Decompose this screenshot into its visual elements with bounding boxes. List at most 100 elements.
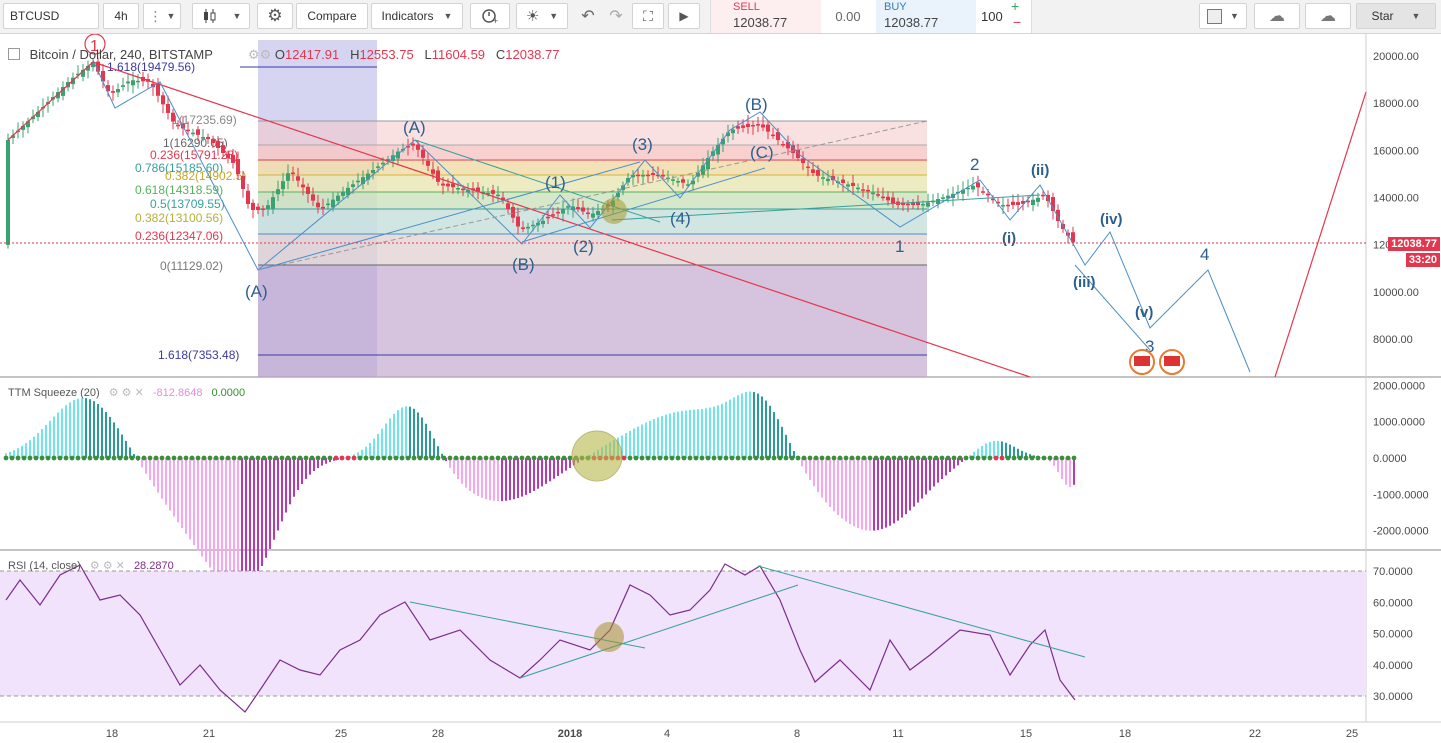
event-flags[interactable] — [1129, 349, 1185, 375]
ttm-dot — [795, 455, 801, 461]
candle-body — [396, 151, 400, 159]
ttm-dot — [147, 455, 153, 461]
wave-label: (C) — [750, 143, 774, 162]
ttm-dot — [915, 455, 921, 461]
chart-area[interactable]: 1.618(19479.56) 1(17235.69) 1(16290.05) … — [0, 34, 1441, 743]
candle-body — [156, 83, 160, 96]
open-label: O — [274, 47, 285, 62]
cloud-load-icon: ☁ — [1269, 8, 1285, 25]
ttm-dot — [351, 455, 357, 461]
ttm-dot — [447, 455, 453, 461]
symbol-search-input[interactable]: BTCUSD — [3, 3, 99, 29]
ttm-dot — [399, 455, 405, 461]
redo-button[interactable]: ↷ — [602, 3, 630, 29]
settings-button[interactable]: ⚙ — [257, 3, 293, 29]
candle-body — [941, 197, 945, 199]
quantity-field[interactable]: 100 — [981, 9, 1003, 24]
price-tick-label: 20000.00 — [1373, 51, 1419, 63]
ttm-dot — [363, 455, 369, 461]
candle-body — [716, 145, 720, 155]
ttm-dot — [981, 455, 987, 461]
load-layout-button[interactable]: ☁ — [1254, 3, 1300, 29]
compare-label: Compare — [307, 9, 357, 23]
interval-select[interactable]: 4h — [103, 3, 139, 29]
ttm-dot — [69, 455, 75, 461]
alert-button[interactable]: + — [470, 3, 510, 29]
candle-body — [226, 153, 230, 158]
compare-button[interactable]: Compare — [296, 3, 368, 29]
candle-body — [831, 176, 835, 181]
ttm-dot — [441, 455, 447, 461]
idea-icon: ☀ — [525, 8, 540, 25]
ttm-dot — [231, 455, 237, 461]
candle-body — [216, 140, 220, 148]
rsi-legend: RSI (14, close) ⚙ ⚙ ✕ 28.2870 — [8, 559, 174, 572]
ttm-dot — [333, 455, 339, 461]
candle-body — [116, 89, 120, 93]
candle-body — [296, 176, 300, 181]
chevron-down-icon: ▼ — [443, 11, 453, 21]
candle-body — [6, 140, 10, 245]
collapse-icon[interactable] — [8, 48, 20, 60]
candle-body — [911, 202, 915, 205]
sell-button[interactable]: SELL 12038.77 — [711, 0, 821, 33]
high-value: 12553.75 — [359, 47, 414, 62]
candle-body — [161, 95, 165, 105]
indicator-settings-icon[interactable]: ⚙ ⚙ ✕ — [108, 387, 144, 399]
ttm-axis[interactable]: 2000.0000 1000.0000 0.0000 -1000.0000 -2000.… — [1373, 380, 1429, 537]
chart-type-button[interactable]: ▼ — [192, 3, 250, 29]
ttm-dot — [921, 455, 927, 461]
chart-canvas[interactable]: 1.618(19479.56) 1(17235.69) 1(16290.05) … — [0, 34, 1441, 743]
undo-button[interactable]: ↶ — [574, 3, 602, 29]
candles-icon — [203, 9, 216, 23]
price-axis[interactable]: 20000.0018000.0016000.0014000.0012000.00… — [1373, 51, 1419, 346]
rsi-tick-label: 50.0000 — [1373, 629, 1413, 641]
ttm-dot — [495, 455, 501, 461]
candle-body — [521, 227, 525, 229]
candle-body — [301, 184, 305, 188]
ttm-dot — [663, 455, 669, 461]
candle-body — [676, 181, 680, 183]
candle-body — [861, 189, 865, 191]
candle-body — [121, 85, 125, 87]
legend-settings-icon[interactable]: ⚙⚙ — [247, 47, 272, 62]
buy-button[interactable]: BUY 12038.77 — [876, 0, 976, 33]
star-button[interactable]: Star ▼ — [1356, 3, 1436, 29]
fib-label: 0.786(15185.60) — [135, 161, 223, 175]
candle-body — [61, 87, 65, 96]
indicator-settings-icon[interactable]: ⚙ ⚙ ✕ — [89, 560, 125, 572]
quantity-decrease-icon[interactable]: − — [1013, 14, 1022, 30]
candle-body — [671, 179, 675, 181]
wave-label: 4 — [1200, 245, 1209, 264]
ttm-dot — [417, 455, 423, 461]
ttm-dot — [141, 455, 147, 461]
candle-body — [331, 199, 335, 208]
ttm-dot — [327, 455, 333, 461]
candle-body — [206, 136, 210, 140]
ttm-dot — [171, 455, 177, 461]
interval-dropdown-button[interactable]: ⋮ ▼ — [143, 3, 181, 29]
candle-body — [1036, 197, 1040, 202]
indicators-button[interactable]: Indicators ▼ — [371, 3, 463, 29]
fullscreen-button[interactable]: ⛶ — [632, 3, 664, 29]
ttm-dot — [633, 455, 639, 461]
candle-body — [76, 73, 80, 76]
candle-body — [721, 138, 725, 145]
ttm-dot — [813, 455, 819, 461]
candle-body — [936, 199, 940, 204]
candle-body — [781, 143, 785, 146]
quantity-increase-icon[interactable]: + — [1011, 0, 1020, 14]
candle-body — [276, 189, 280, 195]
indicators-label: Indicators — [381, 9, 434, 23]
fib-label: 1.618(7353.48) — [158, 348, 239, 362]
save-layout-button[interactable]: ☁ — [1305, 3, 1351, 29]
idea-button[interactable]: ☀ ▼ — [516, 3, 568, 29]
candle-body — [486, 193, 490, 195]
date-tick-label: 11 — [892, 728, 903, 740]
date-axis[interactable]: 18 21 25 28 2018 4 8 11 15 18 22 25 — [106, 728, 1358, 740]
ttm-dot — [1005, 455, 1011, 461]
rsi-axis[interactable]: 70.0000 60.0000 50.0000 40.0000 30.0000 — [1373, 566, 1413, 703]
replay-button[interactable]: ▶ — [668, 3, 700, 29]
candle-body — [706, 158, 710, 170]
chart-style-button[interactable]: ▼ — [1199, 3, 1247, 29]
